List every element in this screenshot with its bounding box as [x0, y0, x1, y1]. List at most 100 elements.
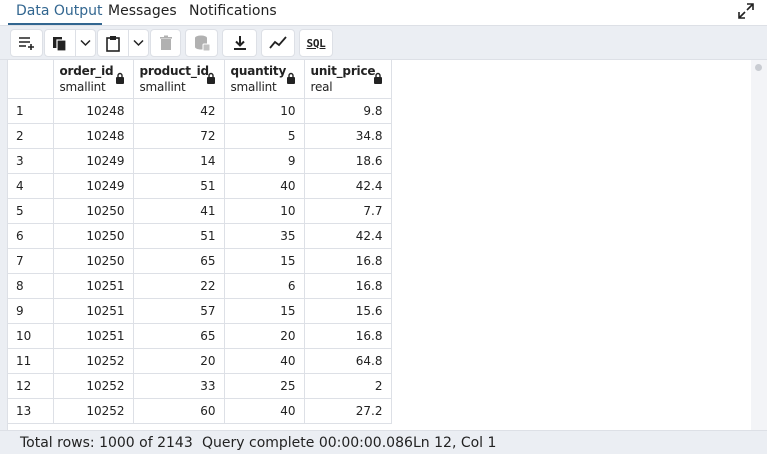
row-number[interactable]: 9: [8, 298, 54, 324]
delete-button[interactable]: [150, 29, 181, 57]
cell-quantity[interactable]: 6: [224, 273, 305, 299]
cell-unit-price[interactable]: 7.7: [304, 198, 392, 224]
cell-product-id[interactable]: 42: [133, 98, 225, 124]
cell-product-id[interactable]: 65: [133, 248, 225, 274]
row-number[interactable]: 11: [8, 348, 54, 374]
column-header-unit-price[interactable]: unit_price real: [304, 60, 392, 99]
table-row[interactable]: 5 10250 41 10 7.7: [8, 198, 392, 224]
cell-quantity[interactable]: 10: [224, 98, 305, 124]
cell-quantity[interactable]: 20: [224, 323, 305, 349]
lock-icon: [206, 72, 215, 84]
chevron-down-icon[interactable]: [133, 39, 144, 47]
cell-product-id[interactable]: 60: [133, 398, 225, 424]
table-row[interactable]: 12 10252 33 25 2: [8, 373, 392, 399]
sql-button[interactable]: SQL: [299, 29, 333, 57]
cell-product-id[interactable]: 51: [133, 173, 225, 199]
cell-unit-price[interactable]: 42.4: [304, 173, 392, 199]
cell-quantity[interactable]: 15: [224, 298, 305, 324]
table-row[interactable]: 11 10252 20 40 64.8: [8, 348, 392, 374]
cell-unit-price[interactable]: 2: [304, 373, 392, 399]
cell-product-id[interactable]: 14: [133, 148, 225, 174]
cell-unit-price[interactable]: 27.2: [304, 398, 392, 424]
row-number[interactable]: 1: [8, 98, 54, 124]
cell-order-id[interactable]: 10249: [53, 148, 134, 174]
column-name: order_id: [59, 64, 114, 78]
row-number[interactable]: 6: [8, 223, 54, 249]
cell-quantity[interactable]: 35: [224, 223, 305, 249]
row-number[interactable]: 13: [8, 398, 54, 424]
cell-product-id[interactable]: 41: [133, 198, 225, 224]
cell-order-id[interactable]: 10252: [53, 373, 134, 399]
copy-button-group[interactable]: [44, 29, 96, 57]
row-number[interactable]: 7: [8, 248, 54, 274]
row-number[interactable]: 8: [8, 273, 54, 299]
cell-order-id[interactable]: 10251: [53, 273, 134, 299]
cell-order-id[interactable]: 10251: [53, 298, 134, 324]
tab-messages[interactable]: Messages: [108, 3, 177, 19]
cell-product-id[interactable]: 33: [133, 373, 225, 399]
table-row[interactable]: 1 10248 42 10 9.8: [8, 98, 392, 124]
table-row[interactable]: 4 10249 51 40 42.4: [8, 173, 392, 199]
cell-product-id[interactable]: 57: [133, 298, 225, 324]
table-row[interactable]: 3 10249 14 9 18.6: [8, 148, 392, 174]
row-number[interactable]: 4: [8, 173, 54, 199]
cell-order-id[interactable]: 10250: [53, 248, 134, 274]
column-header-quantity[interactable]: quantity smallint: [224, 60, 305, 99]
scrollbar-thumb[interactable]: [755, 64, 762, 71]
cell-unit-price[interactable]: 18.6: [304, 148, 392, 174]
cell-product-id[interactable]: 65: [133, 323, 225, 349]
table-row[interactable]: 9 10251 57 15 15.6: [8, 298, 392, 324]
cell-quantity[interactable]: 25: [224, 373, 305, 399]
cell-order-id[interactable]: 10252: [53, 398, 134, 424]
cell-order-id[interactable]: 10250: [53, 198, 134, 224]
table-row[interactable]: 6 10250 51 35 42.4: [8, 223, 392, 249]
cell-order-id[interactable]: 10249: [53, 173, 134, 199]
cell-quantity[interactable]: 5: [224, 123, 305, 149]
table-row[interactable]: 13 10252 60 40 27.2: [8, 398, 392, 424]
vertical-scrollbar[interactable]: [751, 60, 767, 430]
table-row[interactable]: 10 10251 65 20 16.8: [8, 323, 392, 349]
cell-unit-price[interactable]: 9.8: [304, 98, 392, 124]
cell-order-id[interactable]: 10252: [53, 348, 134, 374]
chevron-down-icon[interactable]: [80, 39, 91, 47]
table-row[interactable]: 7 10250 65 15 16.8: [8, 248, 392, 274]
tab-data-output[interactable]: Data Output: [16, 3, 103, 19]
cell-quantity[interactable]: 40: [224, 398, 305, 424]
cell-product-id[interactable]: 72: [133, 123, 225, 149]
cell-product-id[interactable]: 51: [133, 223, 225, 249]
cell-order-id[interactable]: 10248: [53, 98, 134, 124]
cell-unit-price[interactable]: 15.6: [304, 298, 392, 324]
save-data-button[interactable]: [185, 29, 218, 57]
row-number[interactable]: 3: [8, 148, 54, 174]
cell-product-id[interactable]: 22: [133, 273, 225, 299]
graph-visualiser-button[interactable]: [261, 29, 295, 57]
cell-quantity[interactable]: 10: [224, 198, 305, 224]
cell-product-id[interactable]: 20: [133, 348, 225, 374]
table-row[interactable]: 8 10251 22 6 16.8: [8, 273, 392, 299]
expand-icon[interactable]: [737, 2, 755, 20]
paste-button-group[interactable]: [97, 29, 149, 57]
cell-quantity[interactable]: 40: [224, 173, 305, 199]
table-row[interactable]: 2 10248 72 5 34.8: [8, 123, 392, 149]
cell-quantity[interactable]: 40: [224, 348, 305, 374]
add-row-button[interactable]: [10, 29, 43, 57]
row-number[interactable]: 12: [8, 373, 54, 399]
cell-unit-price[interactable]: 42.4: [304, 223, 392, 249]
row-number[interactable]: 2: [8, 123, 54, 149]
cell-unit-price[interactable]: 16.8: [304, 323, 392, 349]
cell-quantity[interactable]: 15: [224, 248, 305, 274]
cell-unit-price[interactable]: 16.8: [304, 248, 392, 274]
cell-unit-price[interactable]: 34.8: [304, 123, 392, 149]
cell-order-id[interactable]: 10250: [53, 223, 134, 249]
row-number[interactable]: 5: [8, 198, 54, 224]
cell-unit-price[interactable]: 16.8: [304, 273, 392, 299]
column-header-product-id[interactable]: product_id smallint: [133, 60, 225, 99]
cell-quantity[interactable]: 9: [224, 148, 305, 174]
column-header-order-id[interactable]: order_id smallint: [53, 60, 134, 99]
cell-unit-price[interactable]: 64.8: [304, 348, 392, 374]
cell-order-id[interactable]: 10251: [53, 323, 134, 349]
tab-notifications[interactable]: Notifications: [189, 3, 277, 19]
row-number[interactable]: 10: [8, 323, 54, 349]
cell-order-id[interactable]: 10248: [53, 123, 134, 149]
download-button[interactable]: [222, 29, 257, 57]
